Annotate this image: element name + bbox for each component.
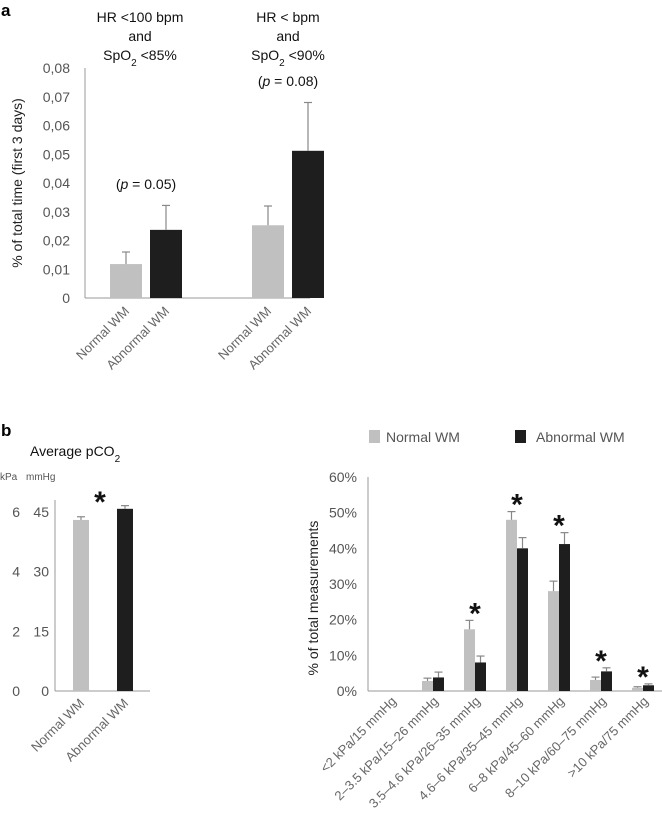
panel-b-left-mmhg-tick: 0 [41, 683, 49, 699]
panel-a-ytick-label: 0,05 [43, 146, 70, 162]
panel-b-right-bar-normal [590, 679, 601, 691]
legend-swatch-abnormal [515, 430, 526, 443]
panel-a-ytick-label: 0 [62, 290, 70, 306]
panel-b-right-bar-abnormal [475, 662, 486, 691]
panel-b-right-significance: * [595, 645, 607, 678]
panel-b-right-significance: * [469, 597, 481, 630]
panel-b-left-unit-mmhg: mmHg [26, 472, 55, 483]
legend-label-normal: Normal WM [386, 429, 460, 445]
panel-b-left-kpa-tick: 4 [12, 564, 20, 580]
panel-a-ytick-label: 0,03 [43, 204, 70, 220]
legend-label-abnormal: Abnormal WM [536, 429, 625, 445]
panel-a-bar-abnormal [150, 229, 182, 298]
panel-b-left-kpa-tick: 2 [12, 623, 20, 639]
panel-b-right-bar-abnormal [643, 685, 654, 691]
panel-a-ytick-label: 0,04 [43, 175, 70, 191]
panel-b-right-ytick-label: 20% [329, 612, 357, 628]
panel-b-right-category-label: <2 kPa/15 mmHg [317, 694, 399, 776]
panel-b-right-bar-normal [632, 687, 643, 691]
panel-b-right-significance: * [637, 661, 649, 694]
panel-a-header-line2: and [128, 28, 151, 44]
panel-a-header-line3: SpO2 <85% [103, 47, 177, 69]
panel-b-right-category-label: >10 kPa/75 mmHg [564, 694, 651, 781]
panel-b-right-ytick-label: 0% [337, 683, 357, 699]
panel-a-ytick-label: 0,07 [43, 89, 70, 105]
panel-b-right-bar-abnormal [601, 671, 612, 691]
panel-b-right-bar-abnormal [433, 677, 444, 691]
panel-a-chart: 0 0,01 0,02 0,03 0,04 0,05 0,06 0,07 0,08 % of to… [9, 9, 325, 372]
panel-a-letter: a [1, 1, 11, 20]
panel-b-right-bar-normal [548, 591, 559, 691]
panel-b-right-bar-normal [422, 681, 433, 691]
panel-a-y-axis-title: % of total time (first 3 days) [9, 98, 25, 268]
panel-a-p-value: (p = 0.08) [258, 73, 318, 89]
panel-a-header-line3: SpO2 <90% [251, 47, 325, 69]
panel-b-right-ytick-label: 10% [329, 647, 357, 663]
panel-b-letter: b [1, 421, 11, 440]
panel-b-right-ytick-label: 50% [329, 505, 357, 521]
panel-a-p-value: (p = 0.05) [116, 176, 176, 192]
panel-b-left-mmhg-tick: 30 [33, 564, 49, 580]
panel-b-left-bar-normal [73, 519, 89, 691]
panel-b-right-bar-abnormal [517, 548, 528, 691]
panel-b-right-ytick-label: 40% [329, 540, 357, 556]
panel-b-right-y-axis-title: % of total measurements [305, 521, 321, 676]
panel-b-left-mmhg-tick: 15 [33, 623, 49, 639]
panel-b-left-kpa-tick: 0 [12, 683, 20, 699]
legend-swatch-normal [369, 430, 380, 443]
panel-b-right-ytick-label: 30% [329, 576, 357, 592]
panel-b-left-unit-kpa: kPa [0, 472, 18, 483]
panel-b-right-bar-normal [464, 629, 475, 691]
panel-b-left-significance: * [94, 486, 106, 519]
panel-b-left-mmhg-tick: 45 [33, 504, 49, 520]
panel-b-left-title: Average pCO2 [30, 443, 121, 465]
panel-b-right-significance: * [511, 489, 523, 522]
panel-b-left-kpa-tick: 6 [12, 504, 20, 520]
panel-a-ytick-label: 0,02 [43, 233, 70, 249]
panel-b-left-bar-abnormal [117, 508, 133, 691]
panel-a-bar-normal [110, 264, 142, 298]
panel-b-right-ytick-label: 60% [329, 469, 357, 485]
panel-b-right-bar-abnormal [559, 544, 570, 691]
panel-a-bar-normal [252, 225, 284, 298]
panel-a-ytick-label: 0,08 [43, 60, 70, 76]
panel-a-header-line1: HR < bpm [256, 9, 319, 25]
panel-a-header-line2: and [276, 28, 299, 44]
panel-a-ytick-label: 0,06 [43, 118, 70, 134]
panel-a-ytick-label: 0,01 [43, 261, 70, 277]
panel-a-bar-abnormal [292, 150, 324, 298]
panel-b-right-bar-normal [506, 519, 517, 691]
panel-b-right-significance: * [553, 510, 565, 543]
panel-a-header-line1: HR <100 bpm [97, 9, 184, 25]
panel-b-distribution-chart: 0% 10% 20% 30% 40% 50% 60% % of total measureme… [305, 429, 662, 811]
